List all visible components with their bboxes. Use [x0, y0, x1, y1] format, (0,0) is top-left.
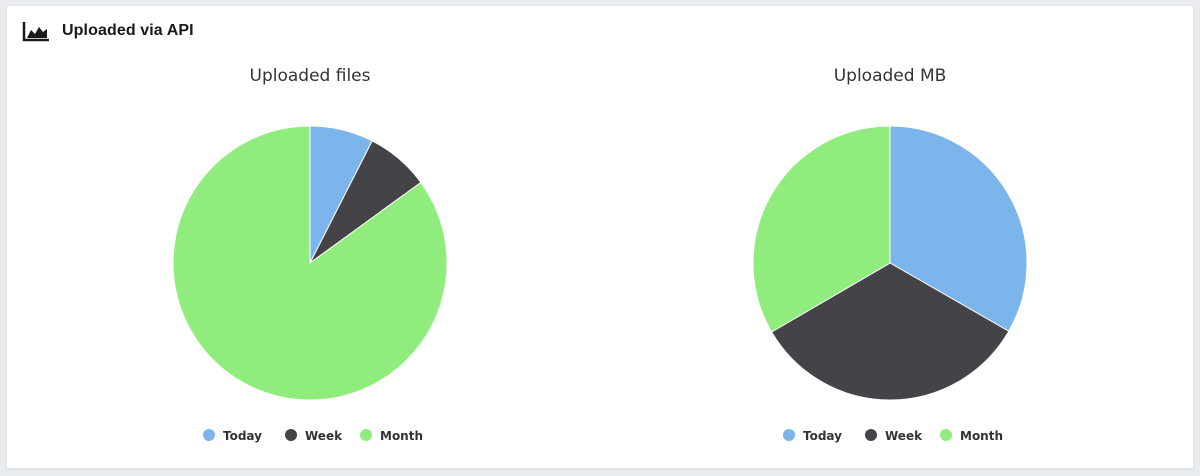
- legend-marker: [203, 429, 215, 441]
- panel-title: Uploaded via API: [62, 22, 194, 39]
- pie-slices: [752, 125, 1028, 401]
- uploaded-via-api-panel: Uploaded via API Uploaded files Today Wee…: [6, 5, 1194, 469]
- legend-item-today[interactable]: Today: [203, 429, 262, 443]
- legend-marker: [865, 429, 877, 441]
- chart-title: Uploaded MB: [834, 66, 947, 86]
- legend-item-week[interactable]: Week: [285, 429, 343, 443]
- legend-label: Week: [885, 429, 923, 443]
- legend-label: Month: [380, 429, 423, 443]
- legend-label: Today: [803, 429, 842, 443]
- uploaded-mb-svg: Uploaded MB Today Week Month: [752, 66, 1028, 443]
- pie-slices: [172, 125, 448, 401]
- legend-item-today[interactable]: Today: [783, 429, 842, 443]
- legend-item-month[interactable]: Month: [940, 429, 1003, 443]
- legend-item-week[interactable]: Week: [865, 429, 923, 443]
- legend-label: Week: [305, 429, 343, 443]
- uploaded-mb-chart: Uploaded MB Today Week Month: [632, 61, 1152, 451]
- uploaded-files-chart: Uploaded files Today Week Month: [52, 61, 572, 451]
- legend-label: Today: [223, 429, 262, 443]
- pie-slice-today[interactable]: [889, 125, 1028, 332]
- uploaded-files-svg: Uploaded files Today Week Month: [172, 66, 448, 443]
- chart-legend: Today Week Month: [203, 429, 423, 443]
- legend-marker: [360, 429, 372, 441]
- chart-title: Uploaded files: [250, 66, 371, 86]
- area-chart-icon: [22, 20, 50, 42]
- legend-label: Month: [960, 429, 1003, 443]
- pie-slice-month[interactable]: [172, 125, 448, 401]
- legend-marker: [783, 429, 795, 441]
- pie-slice-month[interactable]: [752, 125, 891, 333]
- pie-slice-week[interactable]: [771, 262, 1010, 401]
- panel-header: Uploaded via API: [22, 19, 194, 43]
- chart-legend: Today Week Month: [783, 429, 1003, 443]
- legend-marker: [285, 429, 297, 441]
- legend-marker: [940, 429, 952, 441]
- legend-item-month[interactable]: Month: [360, 429, 423, 443]
